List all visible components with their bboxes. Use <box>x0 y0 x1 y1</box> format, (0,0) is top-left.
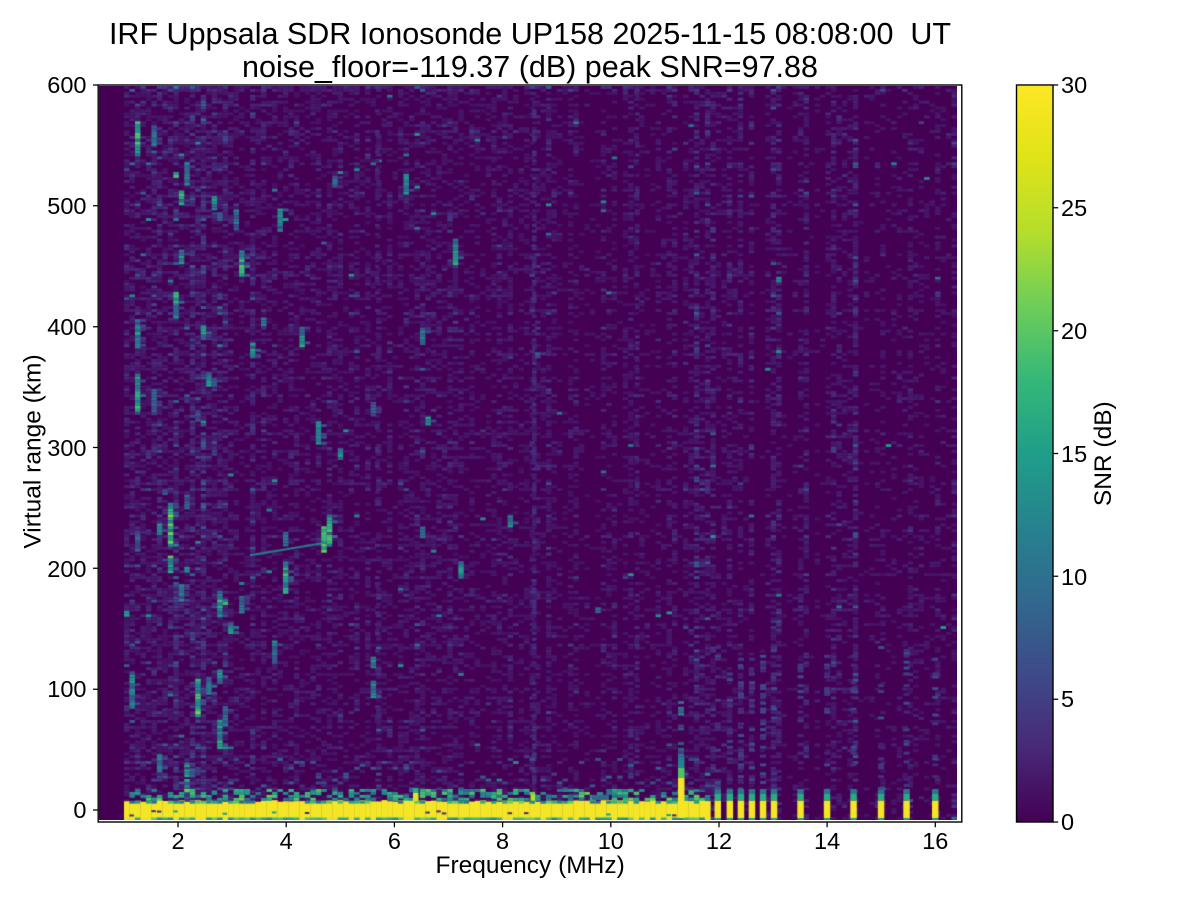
svg-text:SNR (dB): SNR (dB) <box>1090 401 1117 506</box>
svg-text:Virtual range (km): Virtual range (km) <box>20 354 47 548</box>
